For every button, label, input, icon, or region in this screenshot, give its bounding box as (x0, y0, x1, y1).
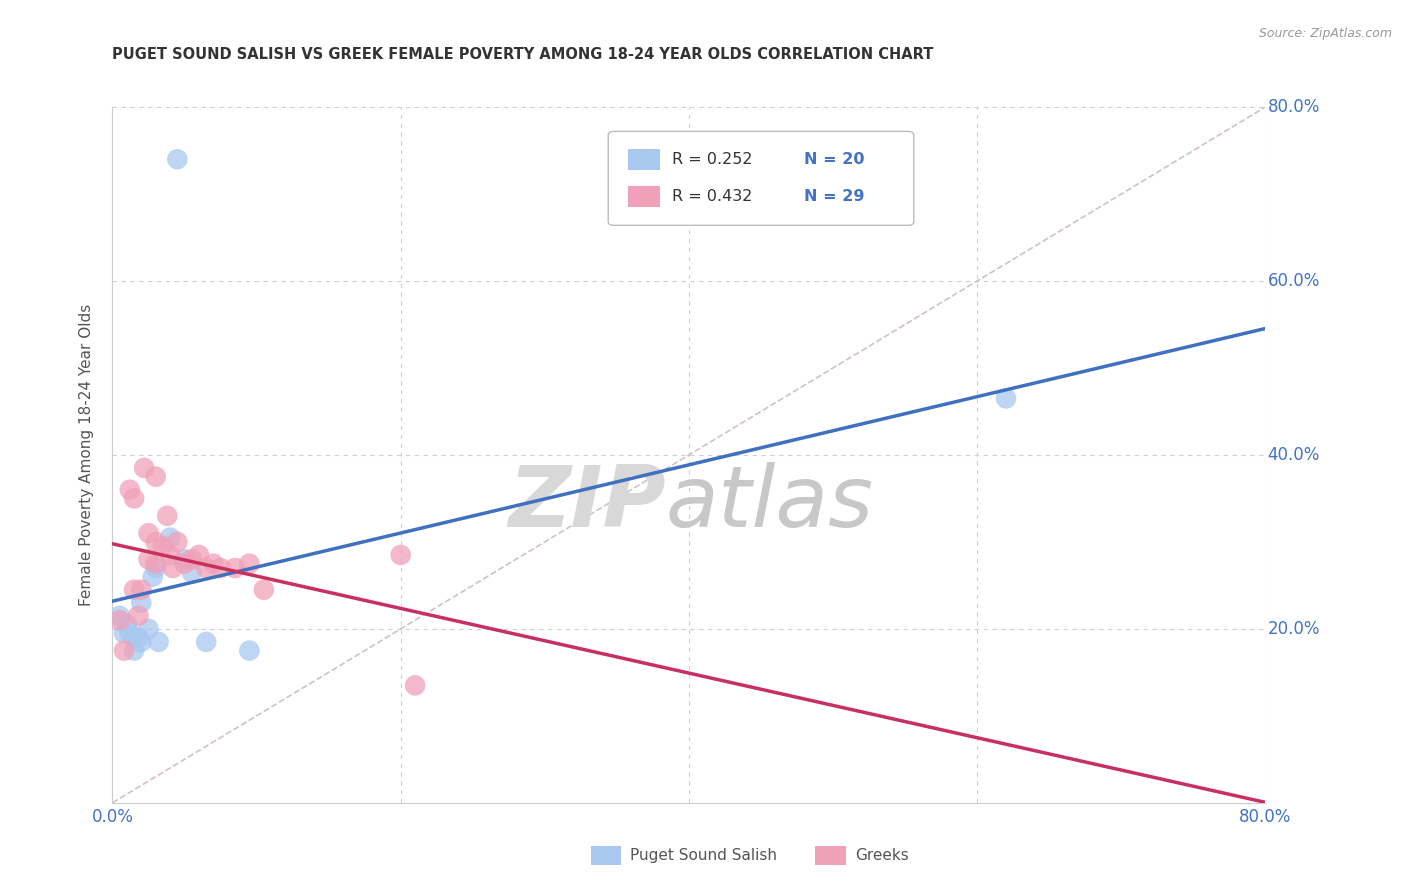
Text: 60.0%: 60.0% (1268, 272, 1320, 290)
Text: atlas: atlas (666, 462, 875, 545)
Point (115, 617, 138, 632)
Point (142, 570, 165, 584)
Point (145, 561, 167, 575)
Point (188, 548, 211, 562)
Point (129, 582, 153, 597)
Point (173, 557, 195, 571)
Bar (628, 186, 661, 207)
FancyBboxPatch shape (609, 131, 914, 226)
Point (166, 152, 188, 166)
Point (180, 552, 202, 566)
Text: R = 0.432: R = 0.432 (672, 188, 752, 203)
Point (145, 534, 167, 549)
Point (118, 483, 141, 497)
Text: 40.0%: 40.0% (1268, 446, 1320, 464)
Text: 20.0%: 20.0% (1268, 620, 1320, 638)
Point (995, 392, 1018, 406)
Point (138, 622, 160, 636)
Point (122, 643, 145, 657)
Point (152, 539, 174, 553)
Point (159, 548, 181, 562)
Point (195, 561, 218, 575)
Point (127, 608, 149, 623)
Point (159, 531, 181, 545)
Point (238, 643, 260, 657)
Text: Puget Sound Salish: Puget Sound Salish (630, 848, 778, 863)
Point (173, 552, 195, 566)
Point (148, 635, 170, 649)
Point (209, 561, 232, 575)
Point (224, 561, 246, 575)
Point (127, 631, 149, 645)
Point (122, 491, 145, 506)
Point (202, 557, 225, 571)
Point (195, 635, 218, 649)
Text: Source: ZipAtlas.com: Source: ZipAtlas.com (1258, 27, 1392, 40)
Point (156, 508, 179, 523)
Point (112, 643, 135, 657)
Text: ZIP: ZIP (508, 462, 666, 545)
Text: 80.0%: 80.0% (1268, 98, 1320, 116)
Point (129, 596, 153, 610)
Text: N = 20: N = 20 (804, 152, 865, 167)
Point (145, 469, 167, 483)
Point (166, 534, 188, 549)
Bar (628, 149, 661, 169)
Point (112, 626, 135, 640)
Point (138, 552, 160, 566)
Point (108, 608, 131, 623)
Point (134, 461, 156, 475)
Point (118, 626, 141, 640)
Point (122, 582, 145, 597)
Point (145, 557, 167, 571)
Y-axis label: Female Poverty Among 18-24 Year Olds: Female Poverty Among 18-24 Year Olds (79, 304, 94, 606)
Point (389, 548, 412, 562)
Point (253, 582, 276, 597)
Point (122, 631, 145, 645)
Point (129, 635, 153, 649)
Text: Greeks: Greeks (855, 848, 908, 863)
Point (404, 678, 426, 692)
Text: N = 29: N = 29 (804, 188, 865, 203)
Text: R = 0.252: R = 0.252 (672, 152, 752, 167)
Point (238, 557, 260, 571)
Point (138, 526, 160, 541)
Point (180, 566, 202, 580)
Point (108, 613, 131, 627)
Point (162, 561, 184, 575)
Text: PUGET SOUND SALISH VS GREEK FEMALE POVERTY AMONG 18-24 YEAR OLDS CORRELATION CHA: PUGET SOUND SALISH VS GREEK FEMALE POVER… (112, 47, 934, 62)
